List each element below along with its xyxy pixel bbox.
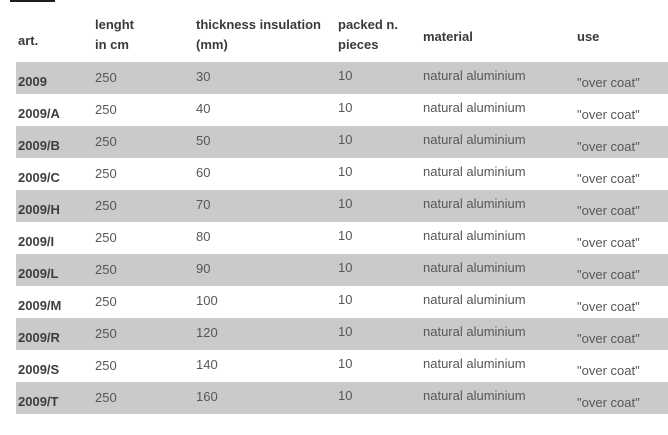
cell-thickness: 100: [196, 292, 218, 308]
table-row: 2009/L 250 90 10 natural aluminium "over…: [16, 254, 668, 286]
cell-packed: 10: [338, 227, 353, 243]
cell-art: 2009/H: [18, 201, 60, 217]
column-header-label: art.: [18, 33, 39, 48]
cell-use: "over coat": [577, 74, 640, 90]
cell-art: 2009/B: [18, 137, 60, 153]
cell-material: natural aluminium: [423, 355, 526, 371]
cell-packed: 10: [338, 259, 353, 275]
cell-art: 2009/S: [18, 361, 60, 377]
cell-material: natural aluminium: [423, 131, 526, 147]
cell-length: 250: [95, 261, 117, 277]
cell-art: 2009/L: [18, 265, 59, 281]
cell-length: 250: [95, 133, 117, 149]
cell-length: 250: [95, 197, 117, 213]
cell-packed: 10: [338, 67, 353, 83]
cell-packed: 10: [338, 99, 353, 115]
cell-length: 250: [95, 325, 117, 341]
column-header-packed: packed n. pieces: [336, 15, 421, 55]
cell-art: 2009/C: [18, 169, 60, 185]
table-row: 2009 250 30 10 natural aluminium "over c…: [16, 62, 668, 94]
table-row: 2009/A 250 40 10 natural aluminium "over…: [16, 94, 668, 126]
table-row: 2009/H 250 70 10 natural aluminium "over…: [16, 190, 668, 222]
cell-packed: 10: [338, 291, 353, 307]
cell-packed: 10: [338, 195, 353, 211]
column-header-label-line2: (mm): [196, 37, 228, 52]
cell-use: "over coat": [577, 394, 640, 410]
cell-art: 2009: [18, 73, 47, 89]
cell-length: 250: [95, 389, 117, 405]
cell-packed: 10: [338, 387, 353, 403]
cell-material: natural aluminium: [423, 227, 526, 243]
cell-use: "over coat": [577, 362, 640, 378]
column-header-thickness: thickness insulation (mm): [194, 15, 336, 55]
product-spec-table: art. lenght in cm thickness insulation (…: [16, 0, 668, 414]
cell-thickness: 160: [196, 388, 218, 404]
cell-thickness: 50: [196, 132, 211, 148]
cell-use: "over coat": [577, 170, 640, 186]
top-left-border-fragment: [10, 0, 55, 2]
table-row: 2009/S 250 140 10 natural aluminium "ove…: [16, 350, 668, 382]
cell-material: natural aluminium: [423, 259, 526, 275]
table-row: 2009/C 250 60 10 natural aluminium "over…: [16, 158, 668, 190]
cell-thickness: 140: [196, 356, 218, 372]
cell-thickness: 70: [196, 196, 211, 212]
column-header-length: lenght in cm: [93, 15, 194, 55]
table-body: 2009 250 30 10 natural aluminium "over c…: [16, 62, 668, 414]
cell-art: 2009/A: [18, 105, 60, 121]
cell-art: 2009/M: [18, 297, 62, 313]
cell-thickness: 60: [196, 164, 211, 180]
cell-length: 250: [95, 357, 117, 373]
cell-length: 250: [95, 69, 117, 85]
cell-length: 250: [95, 229, 117, 245]
cell-use: "over coat": [577, 202, 640, 218]
column-header-use: use: [575, 27, 668, 47]
cell-thickness: 90: [196, 260, 211, 276]
cell-length: 250: [95, 293, 117, 309]
cell-material: natural aluminium: [423, 163, 526, 179]
cell-material: natural aluminium: [423, 195, 526, 211]
cell-material: natural aluminium: [423, 387, 526, 403]
cell-packed: 10: [338, 163, 353, 179]
cell-packed: 10: [338, 355, 353, 371]
cell-art: 2009/R: [18, 329, 60, 345]
cell-length: 250: [95, 165, 117, 181]
cell-use: "over coat": [577, 298, 640, 314]
column-header-label: use: [577, 29, 600, 44]
cell-thickness: 120: [196, 324, 218, 340]
cell-thickness: 80: [196, 228, 211, 244]
table-header-row: art. lenght in cm thickness insulation (…: [16, 0, 668, 62]
cell-material: natural aluminium: [423, 99, 526, 115]
table-row: 2009/M 250 100 10 natural aluminium "ove…: [16, 286, 668, 318]
cell-art: 2009/T: [18, 393, 59, 409]
cell-material: natural aluminium: [423, 67, 526, 83]
cell-use: "over coat": [577, 138, 640, 154]
column-header-material: material: [421, 27, 575, 47]
column-header-art: art.: [16, 31, 93, 51]
table-row: 2009/R 250 120 10 natural aluminium "ove…: [16, 318, 668, 350]
column-header-label-line2: pieces: [338, 37, 379, 52]
cell-use: "over coat": [577, 106, 640, 122]
cell-material: natural aluminium: [423, 323, 526, 339]
table-row: 2009/I 250 80 10 natural aluminium "over…: [16, 222, 668, 254]
table-row: 2009/B 250 50 10 natural aluminium "over…: [16, 126, 668, 158]
column-header-label: lenght: [95, 17, 134, 32]
column-header-label: material: [423, 29, 473, 44]
cell-use: "over coat": [577, 234, 640, 250]
table-row: 2009/T 250 160 10 natural aluminium "ove…: [16, 382, 668, 414]
cell-use: "over coat": [577, 330, 640, 346]
cell-thickness: 30: [196, 68, 211, 84]
cell-use: "over coat": [577, 266, 640, 282]
column-header-label: packed n.: [338, 17, 398, 32]
cell-thickness: 40: [196, 100, 211, 116]
column-header-label-line2: in cm: [95, 37, 129, 52]
cell-packed: 10: [338, 323, 353, 339]
cell-length: 250: [95, 101, 117, 117]
column-header-label: thickness insulation: [196, 17, 321, 32]
cell-packed: 10: [338, 131, 353, 147]
cell-material: natural aluminium: [423, 291, 526, 307]
cell-art: 2009/I: [18, 233, 55, 249]
